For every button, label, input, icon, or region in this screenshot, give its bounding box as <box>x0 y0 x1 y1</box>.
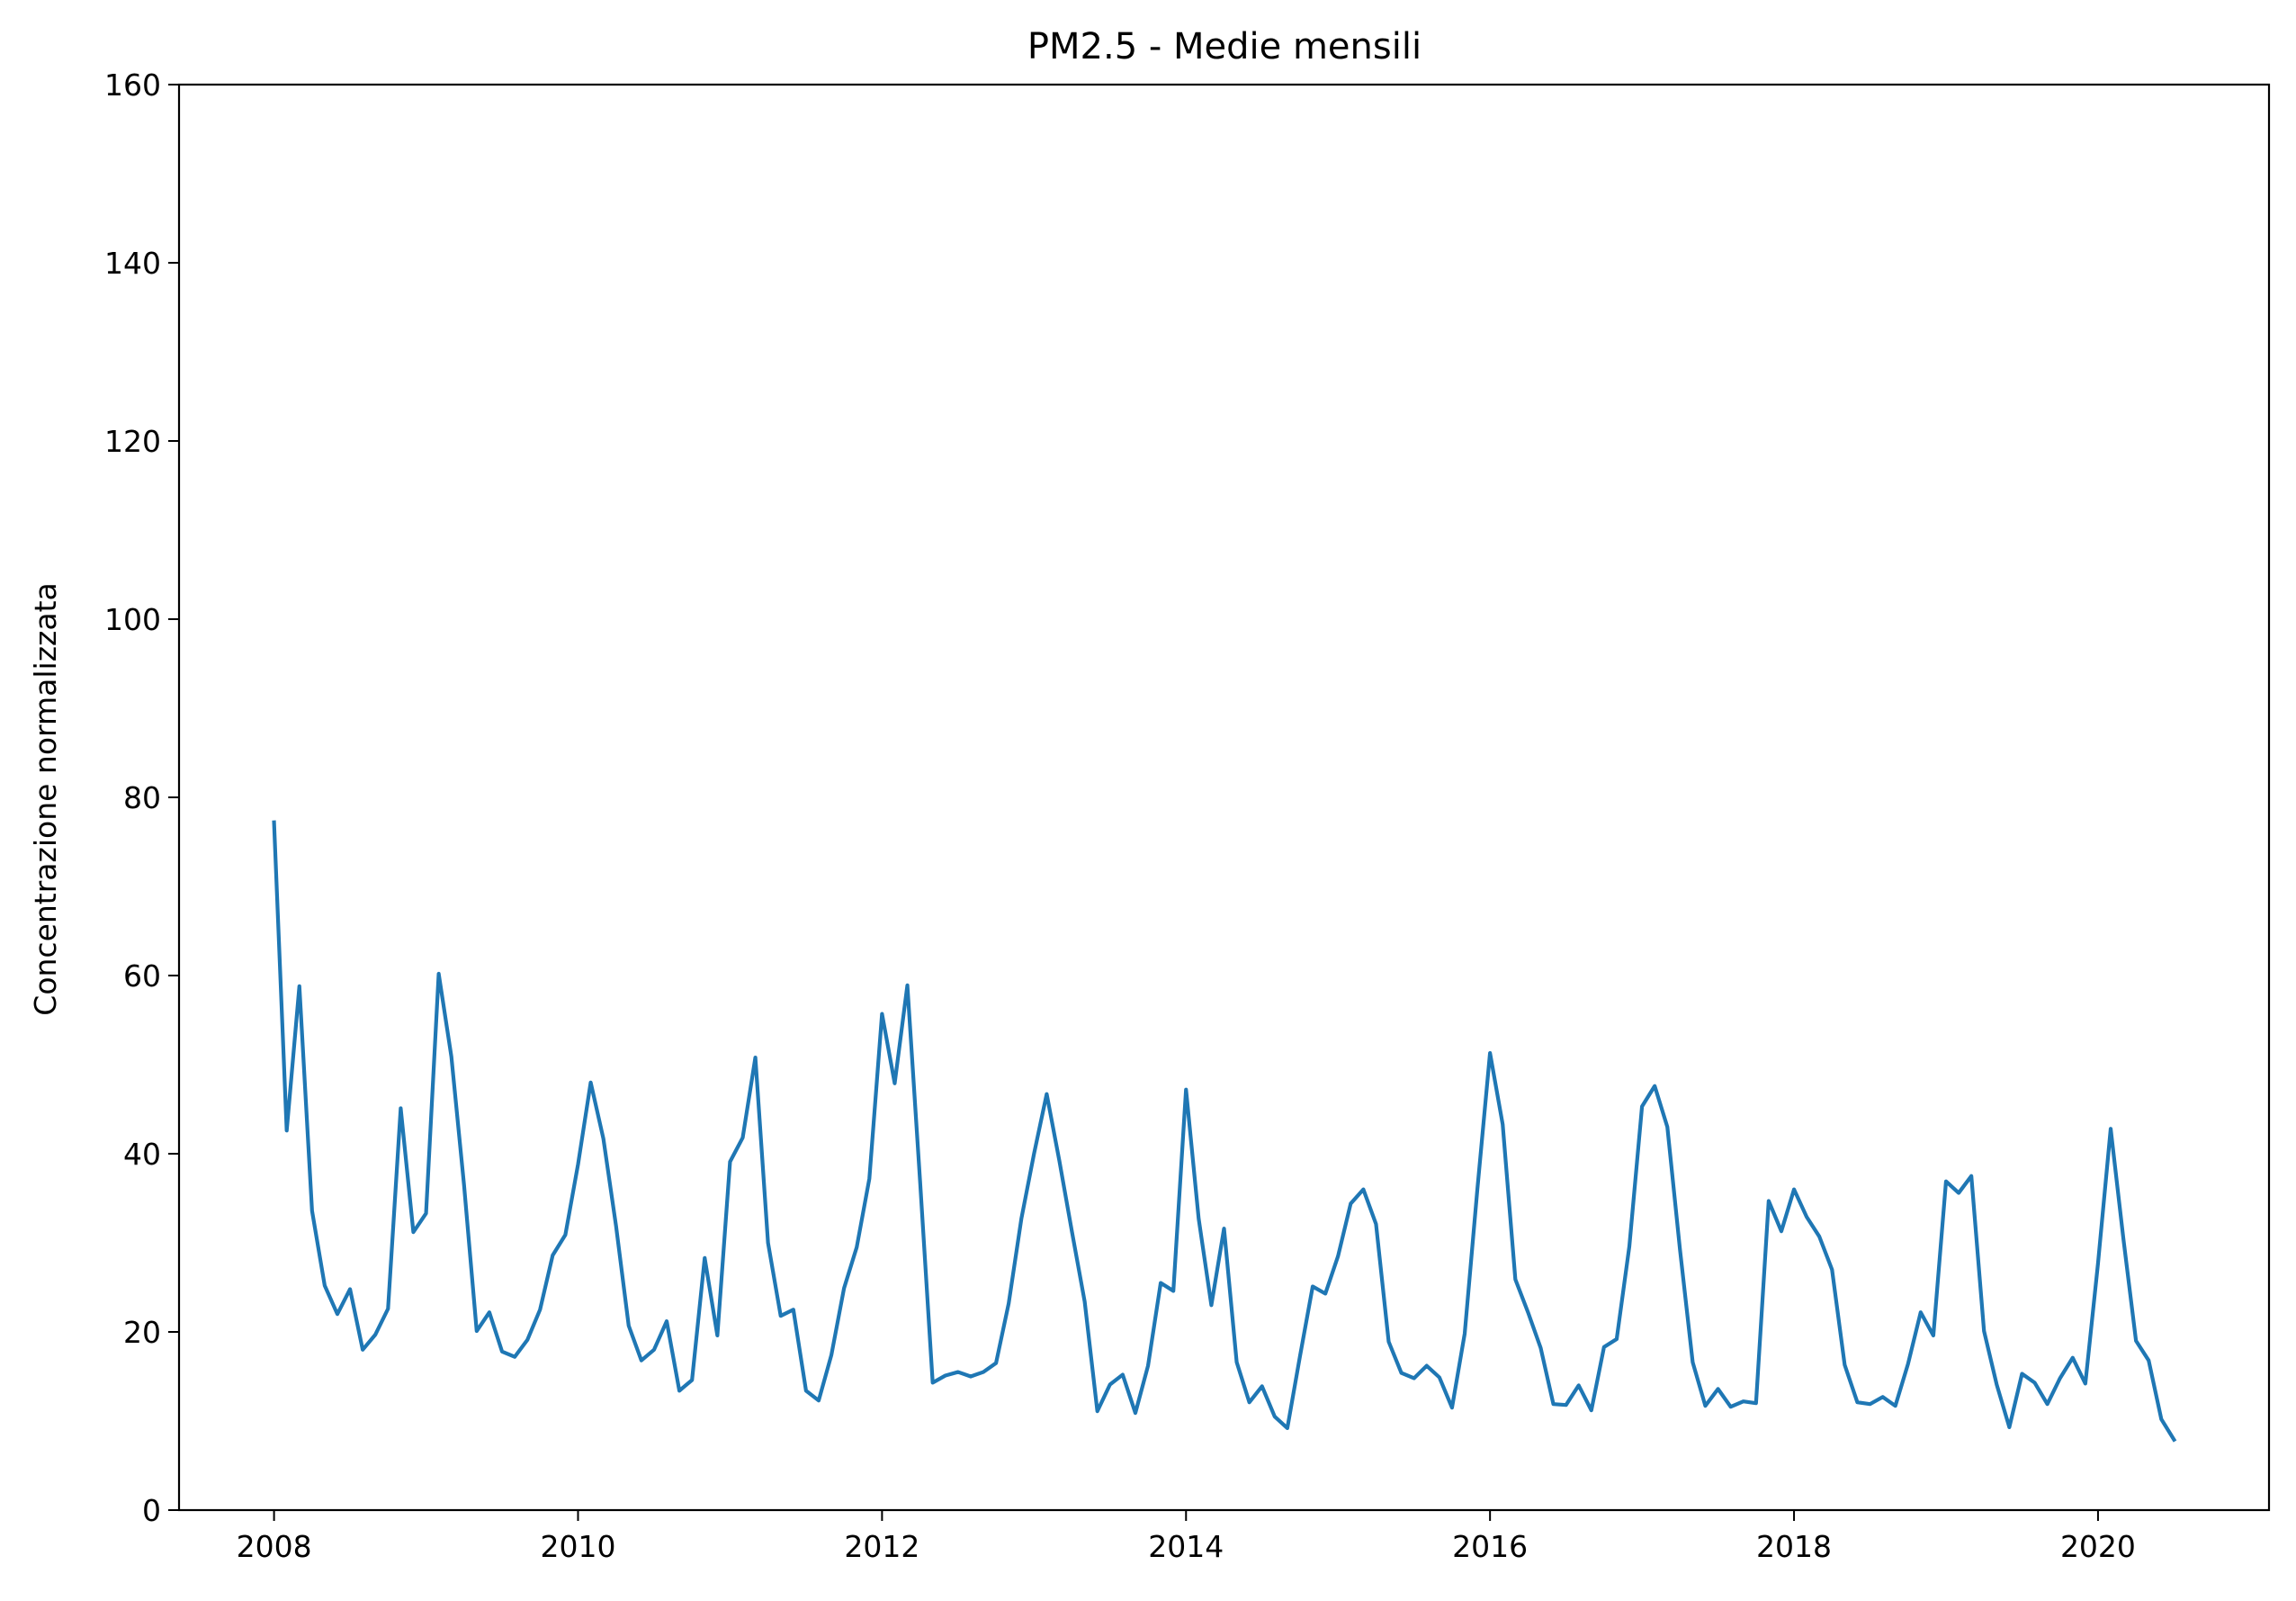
x-tick-label: 2014 <box>1148 1529 1224 1564</box>
y-tick-label: 20 <box>123 1315 161 1350</box>
y-tick-label: 40 <box>123 1137 161 1172</box>
y-axis-label: Concentrazione normalizzata <box>28 582 63 1015</box>
y-tick-label: 140 <box>104 246 161 281</box>
x-tick-label: 2018 <box>1756 1529 1832 1564</box>
y-tick-label: 160 <box>104 67 161 103</box>
plot-frame <box>177 83 2271 1512</box>
series-line <box>272 820 2177 1443</box>
plot-area: 0 20 40 60 80 100 120 140 160 2008 2010 2012 2014 201… <box>104 67 2271 1564</box>
chart-title: PM2.5 - Medie mensili <box>1027 26 1422 67</box>
y-tick-label: 0 <box>142 1493 161 1528</box>
y-tick-label: 60 <box>123 958 161 994</box>
x-tick-label: 2012 <box>844 1529 919 1564</box>
y-tick-label: 80 <box>123 780 161 815</box>
y-tick-label: 100 <box>104 602 161 637</box>
y-tick-label: 120 <box>104 424 161 459</box>
x-tick-label: 2008 <box>237 1529 312 1564</box>
x-tick-label: 2010 <box>540 1529 615 1564</box>
x-tick-label: 2020 <box>2060 1529 2136 1564</box>
x-tick-label: 2016 <box>1452 1529 1528 1564</box>
